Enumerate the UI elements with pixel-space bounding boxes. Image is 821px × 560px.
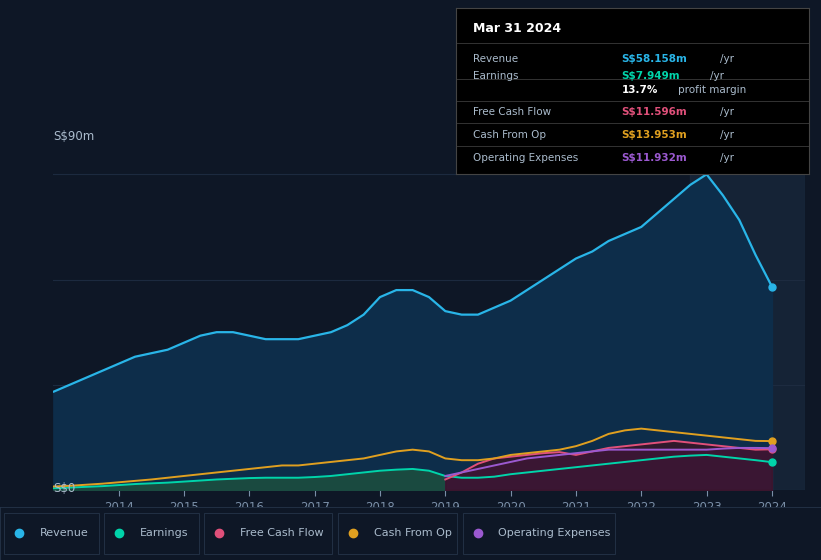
Text: S$90m: S$90m	[53, 130, 94, 143]
Text: 13.7%: 13.7%	[621, 85, 658, 95]
Text: S$7.949m: S$7.949m	[621, 71, 681, 81]
Text: Free Cash Flow: Free Cash Flow	[474, 108, 552, 118]
Text: Mar 31 2024: Mar 31 2024	[474, 22, 562, 35]
Text: profit margin: profit margin	[678, 85, 746, 95]
Text: Earnings: Earnings	[140, 529, 188, 538]
Text: S$11.932m: S$11.932m	[621, 153, 687, 163]
Text: Cash From Op: Cash From Op	[474, 130, 546, 140]
Text: Revenue: Revenue	[39, 529, 88, 538]
Text: /yr: /yr	[710, 71, 724, 81]
Text: /yr: /yr	[721, 108, 735, 118]
Text: Revenue: Revenue	[474, 54, 518, 64]
Text: Operating Expenses: Operating Expenses	[474, 153, 579, 163]
Bar	[690, 157, 805, 490]
Text: S$11.596m: S$11.596m	[621, 108, 687, 118]
Text: S$0: S$0	[53, 482, 76, 494]
Text: /yr: /yr	[721, 153, 735, 163]
Text: S$13.953m: S$13.953m	[621, 130, 687, 140]
Text: /yr: /yr	[721, 54, 735, 64]
Text: Free Cash Flow: Free Cash Flow	[240, 529, 323, 538]
Text: Earnings: Earnings	[474, 71, 519, 81]
Text: Operating Expenses: Operating Expenses	[498, 529, 611, 538]
Text: S$58.158m: S$58.158m	[621, 54, 687, 64]
Text: /yr: /yr	[721, 130, 735, 140]
Text: Cash From Op: Cash From Op	[374, 529, 452, 538]
